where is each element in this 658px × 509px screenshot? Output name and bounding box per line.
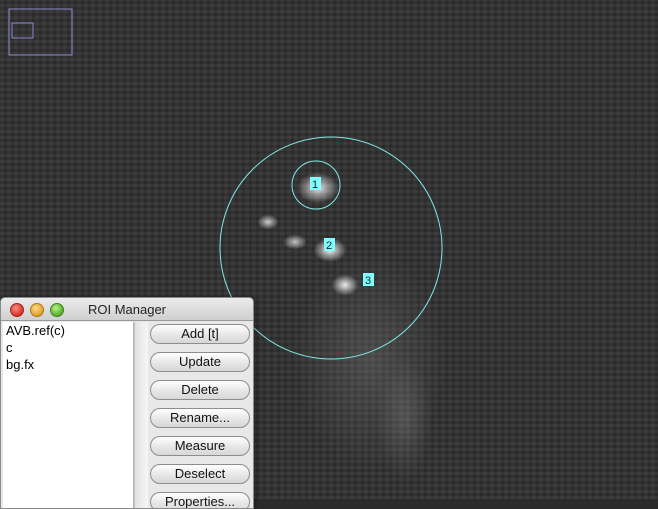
- roi-small-circle[interactable]: [291, 160, 341, 210]
- minimize-button[interactable]: [30, 303, 44, 317]
- svg-text:1: 1: [312, 179, 318, 191]
- close-button[interactable]: [10, 303, 24, 317]
- button-column: Add [t] Update Delete Rename... Measure …: [150, 324, 251, 508]
- deselect-button[interactable]: Deselect: [150, 464, 250, 484]
- title-bar[interactable]: ROI Manager: [1, 298, 253, 321]
- properties-button[interactable]: Properties...: [150, 492, 250, 508]
- update-button[interactable]: Update: [150, 352, 250, 372]
- svg-text:3: 3: [365, 275, 371, 287]
- navigator-viewport[interactable]: [11, 22, 34, 39]
- roi-label-3: 3: [363, 273, 374, 287]
- zoom-button[interactable]: [50, 303, 64, 317]
- list-item[interactable]: c: [6, 340, 13, 355]
- navigator-frame[interactable]: [8, 8, 73, 56]
- list-item[interactable]: bg.fx: [6, 357, 35, 372]
- list-scrollbar[interactable]: [134, 322, 148, 508]
- roi-list[interactable]: AVB.ref(c) c bg.fx: [3, 322, 134, 508]
- rename-button[interactable]: Rename...: [150, 408, 250, 428]
- roi-manager-window: ROI Manager AVB.ref(c) c bg.fx Add [t] U…: [0, 297, 254, 509]
- delete-button[interactable]: Delete: [150, 380, 250, 400]
- window-title: ROI Manager: [87, 302, 167, 317]
- roi-label-1: 1: [310, 177, 321, 191]
- add-button[interactable]: Add [t]: [150, 324, 250, 344]
- measure-button[interactable]: Measure: [150, 436, 250, 456]
- roi-label-2: 2: [324, 238, 335, 252]
- svg-text:2: 2: [326, 240, 332, 252]
- list-item[interactable]: AVB.ref(c): [6, 323, 65, 338]
- roi-large-circle[interactable]: [219, 136, 443, 360]
